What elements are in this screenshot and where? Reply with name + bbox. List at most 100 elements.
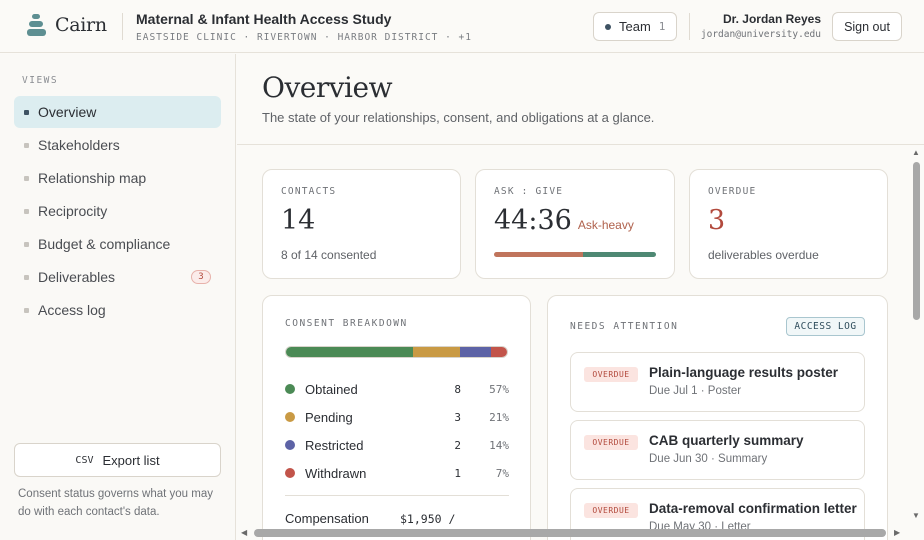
- horizontal-scrollbar[interactable]: ◀ ▶: [237, 525, 909, 540]
- attention-item[interactable]: OVERDUE Plain-language results poster Du…: [570, 352, 865, 412]
- deliverables-count-badge: 3: [191, 270, 211, 284]
- legend-count: 1: [454, 466, 461, 480]
- main-content: Overview The state of your relationships…: [237, 54, 924, 540]
- study-title: Maternal & Infant Health Access Study: [136, 11, 392, 27]
- status-dot: [285, 440, 295, 450]
- bullet-icon: [24, 307, 29, 313]
- sidebar-item-budget-compliance[interactable]: Budget & compliance: [14, 228, 221, 260]
- legend-row-pending: Pending 3 21%: [285, 403, 509, 431]
- sidebar-item-relationship-map[interactable]: Relationship map: [14, 162, 221, 194]
- header-divider: [689, 13, 690, 40]
- sidebar-item-access-log[interactable]: Access log: [14, 294, 221, 326]
- scroll-up-icon[interactable]: ▲: [912, 148, 920, 157]
- legend-pct: 57%: [489, 382, 509, 396]
- vertical-scroll-thumb[interactable]: [913, 162, 920, 320]
- ask-give-card[interactable]: ASK : GIVE 44:36 Ask-heavy: [475, 169, 675, 279]
- legend-name: Withdrawn: [305, 465, 367, 481]
- contacts-value: 14: [281, 205, 316, 236]
- page-subtitle: The state of your relationships, consent…: [262, 110, 655, 125]
- obtained-segment: [286, 347, 414, 357]
- study-info: Maternal & Infant Health Access Study EA…: [136, 11, 472, 43]
- bullet-icon: [24, 274, 29, 280]
- give-segment: [583, 252, 656, 257]
- csv-icon: CSV: [75, 454, 94, 466]
- attention-title: Data-removal confirmation letter: [649, 501, 857, 516]
- sidebar-nav: Overview Stakeholders Relationship map R…: [14, 96, 221, 327]
- status-dot: [285, 384, 295, 394]
- consent-legend: Obtained 8 57% Pending 3 21% Restricted …: [285, 375, 509, 487]
- compensation-value: $1,950 /: [400, 512, 456, 526]
- overdue-badge: OVERDUE: [584, 435, 638, 450]
- legend-row-obtained: Obtained 8 57%: [285, 375, 509, 403]
- attention-item[interactable]: OVERDUE CAB quarterly summary Due Jun 30…: [570, 420, 865, 480]
- attention-meta: Due Jul 1 · Poster: [649, 385, 742, 397]
- stat-label: OVERDUE: [708, 186, 757, 197]
- cairn-logo-icon: [27, 14, 46, 36]
- stat-label: ASK : GIVE: [494, 186, 564, 197]
- scroll-down-icon[interactable]: ▼: [912, 511, 920, 520]
- legend-name: Obtained: [305, 381, 358, 397]
- ask-heavy-tag: Ask-heavy: [577, 218, 634, 232]
- export-label: Export list: [102, 452, 160, 468]
- sidebar-item-reciprocity[interactable]: Reciprocity: [14, 195, 221, 227]
- sidebar-item-deliverables[interactable]: Deliverables 3: [14, 261, 221, 293]
- contacts-sub: 8 of 14 consented: [281, 248, 377, 262]
- user-info: Dr. Jordan Reyes jordan@university.edu: [701, 12, 821, 40]
- sidebar-item-label: Deliverables: [38, 269, 116, 285]
- legend-name: Pending: [305, 409, 353, 425]
- sidebar-item-label: Overview: [38, 104, 97, 120]
- legend-pct: 21%: [489, 410, 509, 424]
- bullet-icon: [24, 208, 29, 214]
- bullet-icon: [24, 241, 29, 247]
- sidebar-item-label: Reciprocity: [38, 203, 108, 219]
- team-count: 1: [658, 20, 666, 33]
- ask-give-bar: [494, 252, 656, 257]
- ask-give-value-row: 44:36 Ask-heavy: [494, 205, 634, 236]
- top-bar: Cairn Maternal & Infant Health Access St…: [0, 0, 924, 53]
- team-button[interactable]: Team 1: [593, 12, 677, 41]
- sidebar-item-label: Stakeholders: [38, 137, 120, 153]
- team-status-dot: [605, 23, 611, 30]
- vertical-scrollbar[interactable]: ▲ ▼: [909, 145, 924, 525]
- sidebar-item-label: Relationship map: [38, 170, 147, 186]
- sidebar-item-overview[interactable]: Overview: [14, 96, 221, 128]
- study-sites: EASTSIDE CLINIC · RIVERTOWN · HARBOR DIS…: [136, 32, 472, 43]
- attention-title: Plain-language results poster: [649, 365, 839, 380]
- sidebar-item-stakeholders[interactable]: Stakeholders: [14, 129, 221, 161]
- brand[interactable]: Cairn: [27, 14, 107, 36]
- scroll-left-icon[interactable]: ◀: [241, 528, 248, 537]
- ask-segment: [494, 252, 584, 257]
- withdrawn-segment: [491, 347, 507, 357]
- legend-row-restricted: Restricted 2 14%: [285, 431, 509, 459]
- access-log-button[interactable]: ACCESS LOG: [786, 317, 865, 336]
- legend-count: 3: [454, 410, 461, 424]
- bullet-icon: [24, 175, 29, 181]
- contacts-card[interactable]: CONTACTS 14 8 of 14 consented: [262, 169, 461, 279]
- legend-count: 2: [454, 438, 461, 452]
- needs-attention-card: NEEDS ATTENTION ACCESS LOG OVERDUE Plain…: [547, 295, 888, 540]
- sidebar-item-label: Access log: [38, 302, 106, 318]
- overdue-sub: deliverables overdue: [708, 248, 819, 262]
- status-dot: [285, 468, 295, 478]
- bullet-icon: [24, 109, 29, 115]
- status-dot: [285, 412, 295, 422]
- legend-pct: 14%: [489, 438, 509, 452]
- ask-give-value: 44:36: [494, 205, 572, 236]
- page-title: Overview: [262, 71, 393, 104]
- stat-label: CONTACTS: [281, 186, 337, 197]
- consent-breakdown-card: CONSENT BREAKDOWN Obtained 8 57% Pending…: [262, 295, 531, 540]
- app-name: Cairn: [55, 14, 107, 36]
- restricted-segment: [460, 347, 492, 357]
- views-label: VIEWS: [22, 75, 59, 86]
- overdue-card[interactable]: OVERDUE 3 deliverables overdue: [689, 169, 888, 279]
- horizontal-scroll-thumb[interactable]: [254, 529, 886, 537]
- scroll-right-icon[interactable]: ▶: [894, 528, 901, 537]
- legend-count: 8: [454, 382, 461, 396]
- sidebar-item-label: Budget & compliance: [38, 236, 171, 252]
- consent-stacked-bar: [285, 346, 508, 358]
- compensation-label: Compensation: [285, 511, 369, 526]
- sign-out-button[interactable]: Sign out: [832, 12, 902, 41]
- divider: [285, 495, 509, 496]
- export-list-button[interactable]: CSV Export list: [14, 443, 221, 477]
- attention-meta: Due Jun 30 · Summary: [649, 453, 768, 465]
